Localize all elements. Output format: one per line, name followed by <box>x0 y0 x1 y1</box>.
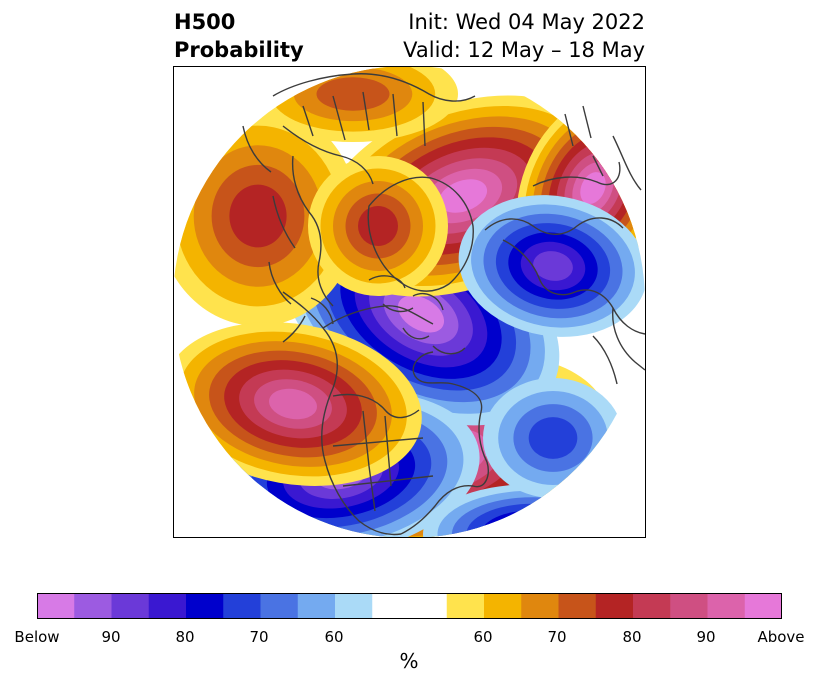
colorbar-swatch <box>37 593 75 619</box>
tick-below-80: 80 <box>175 628 195 646</box>
colorbar-swatch <box>595 593 634 619</box>
colorbar-swatch <box>670 593 708 619</box>
colorbar-swatch <box>297 593 336 619</box>
colorbar-swatch <box>372 593 410 619</box>
probability-contour <box>580 172 606 204</box>
colorbar-swatch <box>446 593 485 619</box>
init-date: Init: Wed 04 May 2022 <box>408 10 645 34</box>
probability-colorbar <box>37 593 782 619</box>
colorbar-swatch <box>707 593 746 619</box>
colorbar-swatch <box>558 593 597 619</box>
probability-contour <box>316 77 390 111</box>
tick-above-90: 90 <box>696 628 716 646</box>
colorbar-frame <box>37 593 782 619</box>
probability-contour <box>229 184 287 248</box>
colorbar-swatch <box>74 593 112 619</box>
probability-contour <box>528 417 578 459</box>
colorbar-swatch <box>186 593 224 619</box>
tick-above: Above <box>757 628 805 646</box>
colorbar-swatch <box>223 593 261 619</box>
colorbar-swatch <box>744 593 782 619</box>
tick-below-70: 70 <box>249 628 269 646</box>
colorbar-unit: % <box>399 649 419 673</box>
colorbar-swatch <box>260 593 299 619</box>
probability-contour <box>358 206 398 246</box>
tick-above-80: 80 <box>622 628 642 646</box>
colorbar-swatch <box>111 593 150 619</box>
colorbar-swatch <box>409 593 448 619</box>
valid-range: Valid: 12 May – 18 May <box>403 38 645 62</box>
colorbar-swatch <box>484 593 522 619</box>
tick-above-70: 70 <box>547 628 567 646</box>
colorbar-swatch <box>521 593 559 619</box>
chart-title-right: Init: Wed 04 May 2022 Valid: 12 May – 18… <box>403 8 645 64</box>
chart-title-left: H500 Probability <box>174 8 304 64</box>
field-name: H500 <box>174 10 236 34</box>
product-name: Probability <box>174 38 304 62</box>
anomaly-field <box>173 66 645 538</box>
probability-contour <box>533 251 573 281</box>
tick-below-60: 60 <box>324 628 344 646</box>
probability-map <box>173 66 646 538</box>
tick-below-90: 90 <box>101 628 121 646</box>
tick-below: Below <box>14 628 60 646</box>
colorbar-swatch <box>633 593 671 619</box>
probability-contour <box>269 388 317 420</box>
colorbar-swatch <box>335 593 373 619</box>
colorbar-swatch <box>148 593 187 619</box>
tick-above-60: 60 <box>473 628 493 646</box>
coastlines <box>242 73 646 536</box>
